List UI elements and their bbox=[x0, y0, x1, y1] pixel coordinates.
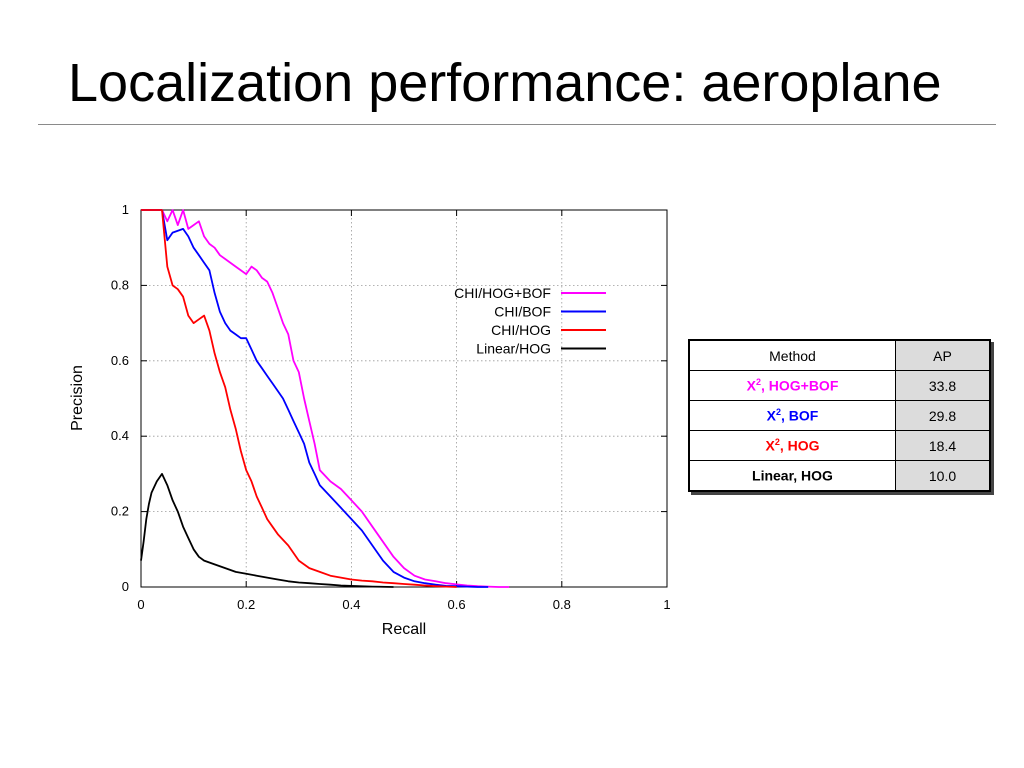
y-tick-label: 0.6 bbox=[111, 353, 129, 368]
title-divider bbox=[38, 124, 996, 125]
y-tick-label: 0.2 bbox=[111, 504, 129, 519]
legend-label: CHI/BOF bbox=[494, 304, 551, 320]
legend-label: CHI/HOG+BOF bbox=[454, 285, 551, 301]
axis-ticks: 00 0.2 0.2 0.4 0.4 0.6 0.6 0.8 0.8 1 1 bbox=[111, 202, 671, 612]
header-ap: AP bbox=[895, 339, 991, 371]
table-row: X2, BOF 29.8 bbox=[688, 400, 991, 431]
table-row: X2, HOG+BOF 33.8 bbox=[688, 370, 991, 401]
legend: CHI/HOG+BOF CHI/BOF CHI/HOG Linear/HOG bbox=[454, 285, 606, 357]
series-line-3 bbox=[140, 472, 394, 588]
x-tick-label: 0.4 bbox=[342, 597, 360, 612]
series-line-0 bbox=[141, 209, 510, 588]
x-tick-label: 0.8 bbox=[553, 597, 571, 612]
method-cell: X2, BOF bbox=[688, 400, 896, 431]
ap-cell: 10.0 bbox=[895, 460, 991, 492]
y-tick-label: 0.4 bbox=[111, 428, 129, 443]
y-tick-label: 1 bbox=[122, 202, 129, 217]
x-axis-label: Recall bbox=[382, 621, 426, 638]
table-row: Linear, HOG 10.0 bbox=[688, 460, 991, 492]
y-tick-label: 0 bbox=[122, 579, 129, 594]
series-line-1 bbox=[141, 209, 489, 588]
method-cell: X2, HOG+BOF bbox=[688, 370, 896, 401]
method-cell: X2, HOG bbox=[688, 430, 896, 461]
ap-cell: 18.4 bbox=[895, 430, 991, 461]
ap-table: Method AP X2, HOG+BOF 33.8 X2, BOF 29.8 … bbox=[688, 339, 991, 492]
x-tick-label: 1 bbox=[663, 597, 670, 612]
method-cell: Linear, HOG bbox=[688, 460, 896, 492]
precision-recall-chart: 00 0.2 0.2 0.4 0.4 0.6 0.6 0.8 0.8 1 1 CHI/HOG+BOF… bbox=[69, 202, 671, 638]
grid-lines bbox=[141, 210, 667, 587]
x-tick-label: 0.6 bbox=[448, 597, 466, 612]
y-tick-label: 0.8 bbox=[111, 277, 129, 292]
ap-cell: 29.8 bbox=[895, 400, 991, 431]
ap-cell: 33.8 bbox=[895, 370, 991, 401]
x-tick-label: 0.2 bbox=[237, 597, 255, 612]
table-header-row: Method AP bbox=[688, 339, 991, 371]
series-line-2 bbox=[141, 209, 457, 588]
table-row: X2, HOG 18.4 bbox=[688, 430, 991, 461]
series-lines bbox=[140, 209, 510, 588]
y-axis-label: Precision bbox=[69, 365, 86, 431]
slide-title: Localization performance: aeroplane bbox=[68, 53, 942, 113]
x-tick-label: 0 bbox=[137, 597, 144, 612]
legend-label: Linear/HOG bbox=[476, 341, 551, 357]
plot-frame bbox=[140, 209, 668, 588]
header-method: Method bbox=[688, 339, 896, 371]
legend-label: CHI/HOG bbox=[491, 322, 551, 338]
